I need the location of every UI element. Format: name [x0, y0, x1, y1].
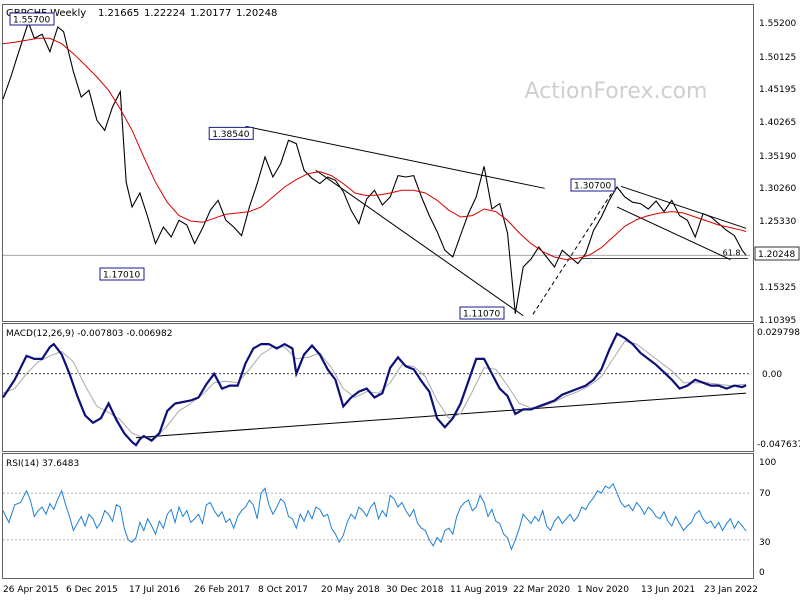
rsi-tick: 30	[759, 538, 771, 548]
x-tick: 8 Oct 2017	[258, 585, 308, 595]
x-tick: 26 Apr 2015	[3, 585, 59, 595]
price-annotation-label: 1.17010	[103, 271, 140, 281]
price-tick: 1.10395	[759, 316, 796, 326]
x-tick: 11 Aug 2019	[450, 585, 508, 595]
price-annotation-label: 1.30700	[574, 182, 611, 192]
rsi-axis: 100 70 30 0	[759, 458, 776, 578]
price-tick: 1.45195	[759, 85, 796, 95]
x-tick: 23 Jan 2022	[704, 585, 758, 595]
title-low: 1.20177	[190, 8, 231, 19]
price-annotation-box	[459, 306, 505, 320]
x-tick: 6 Dec 2015	[66, 585, 118, 595]
macd-signal-line	[2, 340, 747, 439]
x-tick: 13 Jun 2021	[641, 585, 695, 595]
rsi-label: RSI(14) 37.6483	[6, 459, 79, 469]
macd-tick: -0.047637	[757, 440, 800, 450]
price-annotation-box	[570, 178, 616, 192]
x-axis: 26 Apr 2015 6 Dec 2015 17 Jul 2016 26 Fe…	[3, 585, 758, 595]
moving-average-line	[2, 37, 747, 261]
price-series-line	[2, 20, 747, 314]
rsi-line	[2, 482, 747, 551]
last-price-box	[754, 246, 800, 261]
last-price-value: 1.20248	[758, 250, 795, 260]
macd-line	[2, 332, 747, 447]
title-close: 1.20248	[236, 8, 277, 19]
price-tick: 1.35190	[759, 152, 796, 162]
price-tick: 1.40265	[759, 118, 796, 128]
watermark: ActionForex.com	[525, 79, 708, 104]
fib-label: 61.8	[723, 249, 741, 258]
price-layer: 61.8 1.55700 1.38540 1.17010 1.11070 1.30700	[2, 12, 750, 320]
price-annotation-label: 1.55700	[13, 16, 50, 26]
title-open: 1.21665	[98, 8, 139, 19]
x-tick: 20 May 2018	[321, 585, 380, 595]
trend-line	[315, 169, 524, 317]
price-tick: 1.15325	[759, 283, 796, 293]
macd-axis: 0.029798 0.00 -0.047637	[757, 328, 800, 450]
macd-tick: 0.00	[762, 370, 782, 380]
price-annotation-label: 1.11070	[463, 310, 500, 320]
title-high: 1.22224	[144, 8, 185, 19]
price-tick: 1.30260	[759, 184, 796, 194]
last-price-tag: 1.20248	[754, 246, 800, 261]
x-tick: 22 Mar 2020	[513, 585, 570, 595]
price-tick: 1.50125	[759, 53, 796, 63]
rsi-tick: 70	[759, 489, 771, 499]
trend-line	[532, 184, 618, 315]
x-tick: 1 Nov 2020	[577, 585, 629, 595]
x-tick: 30 Dec 2018	[386, 585, 444, 595]
price-tick: 1.25330	[759, 217, 796, 227]
trend-line	[616, 206, 731, 261]
trend-line	[245, 125, 545, 189]
price-annotation-box	[208, 126, 254, 140]
rsi-tick: 0	[759, 568, 765, 578]
price-annotation-box	[9, 12, 55, 26]
macd-label: MACD(12,26,9) -0.007803 -0.006982	[6, 329, 172, 339]
x-tick: 26 Feb 2017	[194, 585, 250, 595]
macd-tick: 0.029798	[757, 328, 800, 338]
macd-layer	[2, 332, 750, 447]
price-axis: 1.55200 1.50125 1.45195 1.40265 1.35190 …	[759, 19, 796, 326]
rsi-tick: 100	[759, 458, 776, 468]
macd-trend-line	[135, 392, 747, 439]
price-tick: 1.55200	[759, 19, 796, 29]
x-tick: 17 Jul 2016	[129, 585, 180, 595]
rsi-layer	[2, 482, 750, 551]
trend-line	[620, 185, 747, 229]
macd-panel	[2, 323, 754, 452]
price-annotation-box	[99, 267, 145, 281]
price-annotation-label: 1.38540	[212, 130, 249, 140]
